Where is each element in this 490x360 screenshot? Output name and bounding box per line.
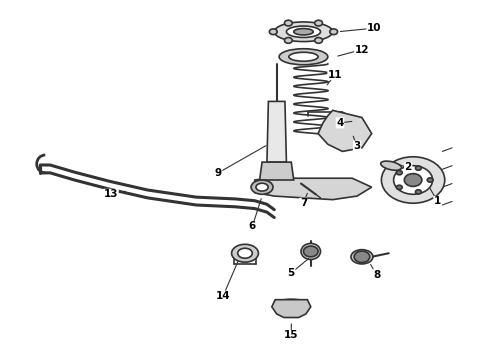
- Circle shape: [396, 185, 402, 189]
- Circle shape: [315, 37, 322, 43]
- Circle shape: [381, 157, 445, 203]
- Circle shape: [330, 29, 338, 35]
- Ellipse shape: [287, 26, 320, 37]
- Circle shape: [315, 20, 322, 26]
- Circle shape: [270, 29, 277, 35]
- Circle shape: [285, 20, 292, 26]
- Circle shape: [427, 178, 433, 182]
- Ellipse shape: [256, 183, 268, 191]
- Ellipse shape: [289, 52, 318, 61]
- Polygon shape: [318, 111, 372, 152]
- Circle shape: [285, 37, 292, 43]
- Ellipse shape: [274, 22, 333, 41]
- Ellipse shape: [232, 244, 258, 262]
- Text: 11: 11: [328, 69, 343, 80]
- Text: 12: 12: [355, 45, 369, 55]
- Text: 1: 1: [434, 197, 441, 206]
- Text: 2: 2: [405, 162, 412, 172]
- Text: 13: 13: [104, 189, 118, 199]
- Polygon shape: [260, 162, 294, 180]
- Circle shape: [416, 166, 421, 170]
- Circle shape: [393, 166, 433, 194]
- Text: 15: 15: [284, 330, 298, 341]
- Polygon shape: [267, 102, 287, 162]
- Text: 9: 9: [215, 168, 222, 178]
- Ellipse shape: [381, 161, 402, 170]
- Circle shape: [354, 251, 370, 262]
- Circle shape: [303, 246, 318, 257]
- Ellipse shape: [279, 49, 328, 65]
- Text: 8: 8: [373, 270, 380, 280]
- Ellipse shape: [294, 28, 313, 35]
- Text: 5: 5: [288, 268, 295, 278]
- Text: 7: 7: [300, 198, 307, 208]
- Circle shape: [404, 174, 422, 186]
- Text: 10: 10: [367, 23, 381, 33]
- Polygon shape: [255, 178, 372, 200]
- Circle shape: [396, 171, 402, 175]
- Circle shape: [416, 190, 421, 194]
- Text: 6: 6: [249, 221, 256, 231]
- Polygon shape: [272, 300, 311, 318]
- Text: 4: 4: [336, 118, 343, 128]
- Text: 14: 14: [216, 291, 230, 301]
- Ellipse shape: [251, 180, 273, 194]
- Ellipse shape: [351, 249, 373, 264]
- Text: 3: 3: [353, 141, 361, 151]
- Ellipse shape: [301, 243, 320, 260]
- Ellipse shape: [238, 248, 252, 258]
